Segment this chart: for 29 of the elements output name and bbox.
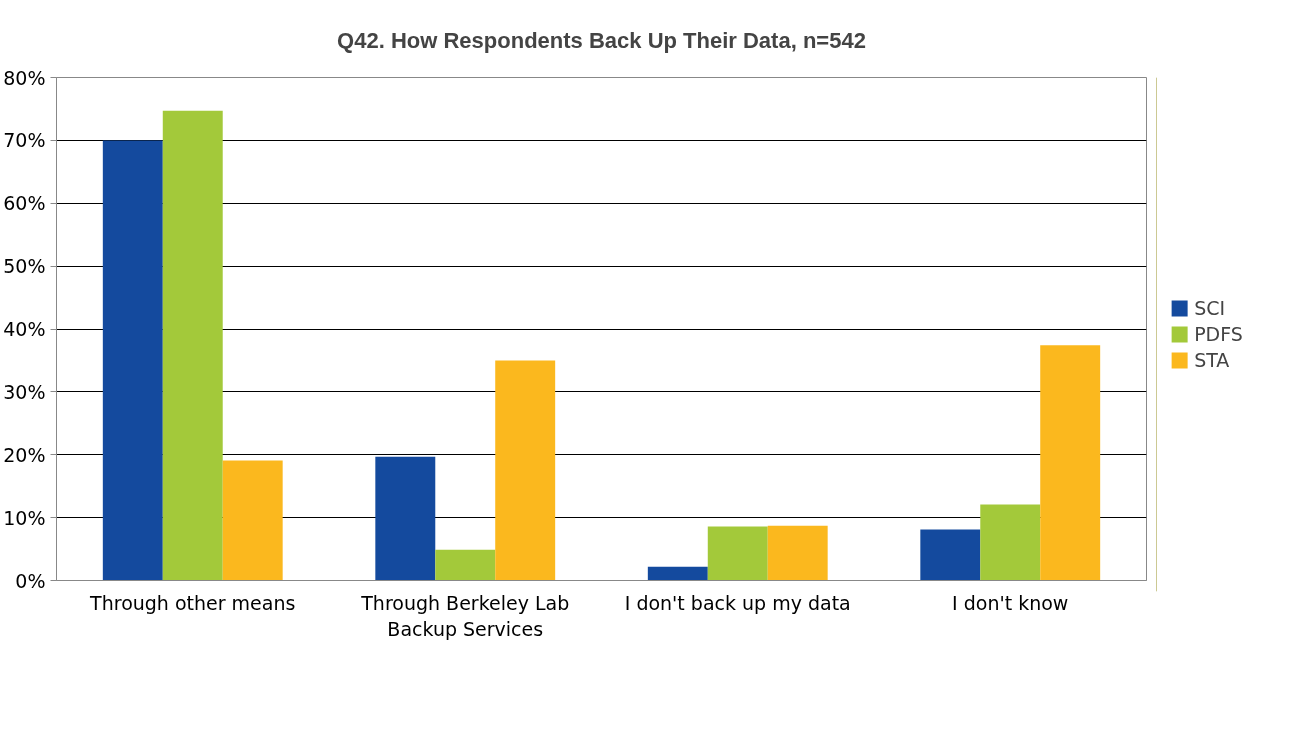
y-tick-label: 70% (3, 129, 46, 152)
bar (1040, 345, 1101, 581)
y-tick-label: 80% (3, 66, 46, 89)
y-tick-label: 20% (3, 443, 46, 466)
bar (162, 110, 223, 581)
legend-label: SCI (1194, 297, 1226, 319)
bar (102, 140, 163, 581)
legend-label: PDFS (1194, 323, 1243, 345)
x-tick-label: Through other means (89, 591, 296, 614)
x-tick-label: Through Berkeley Lab Backup Services (360, 591, 570, 640)
bar (980, 504, 1041, 581)
bar (375, 456, 436, 581)
y-tick-label: 0% (15, 569, 46, 592)
y-tick-label: 10% (3, 506, 46, 529)
bar (495, 360, 556, 581)
legend-label: STA (1194, 349, 1230, 371)
x-tick-label: I don't know (952, 591, 1069, 614)
bar (920, 529, 981, 581)
chart-title: Q42. How Respondents Back Up Their Data, n=542 (337, 27, 866, 53)
bar (222, 460, 283, 581)
y-tick-label: 30% (3, 380, 46, 403)
y-tick-label: 60% (3, 192, 46, 215)
bar (647, 566, 708, 581)
y-tick-label: 40% (3, 318, 46, 340)
y-tick-label: 50% (3, 255, 46, 278)
x-tick-label: I don't back up my data (624, 591, 851, 614)
bar (767, 525, 828, 581)
bar (435, 549, 496, 581)
bar (707, 526, 768, 581)
